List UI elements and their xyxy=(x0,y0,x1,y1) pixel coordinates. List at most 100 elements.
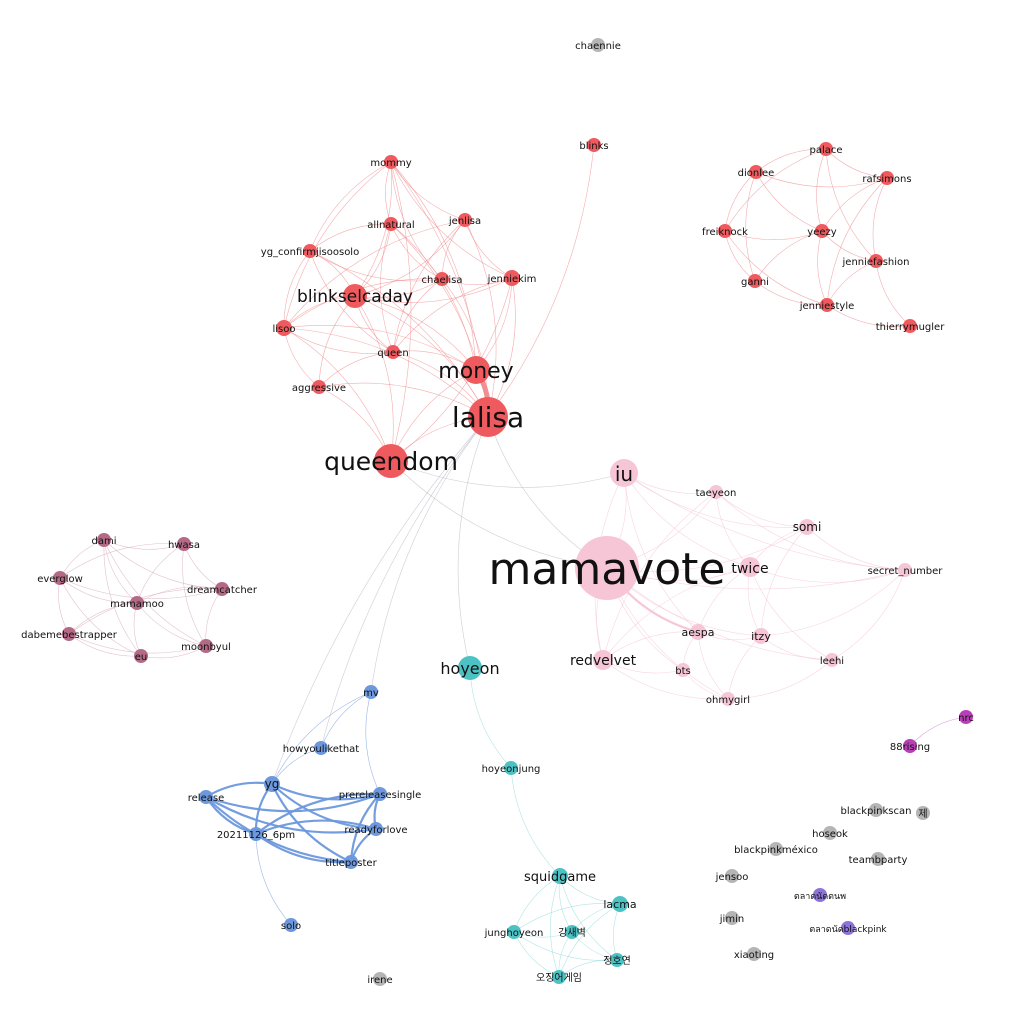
edge-money-allnatural xyxy=(390,223,477,371)
node-je[interactable] xyxy=(916,806,930,820)
node-ganni[interactable] xyxy=(748,274,762,288)
node-aggressive[interactable] xyxy=(312,380,326,394)
node-titleposter[interactable] xyxy=(344,855,358,869)
node-howyoulikethat[interactable] xyxy=(314,741,328,755)
node-redvelvet[interactable] xyxy=(593,650,613,670)
edge-iu-twice xyxy=(623,472,751,568)
node-hoseok[interactable] xyxy=(823,826,837,840)
node-mamavote[interactable] xyxy=(575,536,639,600)
node-label-prereleasesingle: prereleasesingle xyxy=(339,790,421,801)
node-hwasa[interactable] xyxy=(177,537,191,551)
node-twice[interactable] xyxy=(740,557,760,577)
node-freiknock[interactable] xyxy=(718,224,732,238)
edge-hwasa-mamamoo xyxy=(136,543,185,604)
node-junghoyeon[interactable] xyxy=(507,925,521,939)
node-xiaoting[interactable] xyxy=(747,947,761,961)
node-prereleasesingle[interactable] xyxy=(373,787,387,801)
node-aespa[interactable] xyxy=(690,624,706,640)
edge-money-lisoo xyxy=(283,325,477,371)
node-queen[interactable] xyxy=(386,345,400,359)
node-thai-blackpink[interactable] xyxy=(841,921,855,935)
node-yeezy[interactable] xyxy=(815,224,829,238)
node-88rising[interactable] xyxy=(903,739,917,753)
node-label-yeezy: yeezy xyxy=(807,227,836,238)
edge-jenniestyle-thierrymugler xyxy=(826,304,911,327)
node-jenlisa[interactable] xyxy=(458,213,472,227)
node-yg[interactable] xyxy=(264,776,280,792)
node-jeonghoyeon-kr[interactable] xyxy=(610,953,624,967)
node-label-teambparty: teambparty xyxy=(849,855,908,866)
node-leehi[interactable] xyxy=(825,653,839,667)
edge-yeezy-ganni xyxy=(754,230,823,282)
node-jenniestyle[interactable] xyxy=(820,298,834,312)
node-ojingeogeim[interactable] xyxy=(552,970,566,984)
node-20211126-6pm[interactable] xyxy=(249,827,263,841)
node-money[interactable] xyxy=(462,356,490,384)
node-yg-confirmjisoosolo[interactable] xyxy=(303,244,317,258)
node-itzy[interactable] xyxy=(753,628,769,644)
node-chaennie[interactable] xyxy=(591,38,605,52)
node-gangsaebyeok[interactable] xyxy=(565,925,579,939)
node-blackpinkmexico[interactable] xyxy=(769,842,783,856)
node-eu[interactable] xyxy=(134,649,148,663)
edge-iu-somi xyxy=(623,472,808,528)
edge-junghoyeon-jeonghoyeon-kr xyxy=(513,931,618,961)
node-hoyeonjung[interactable] xyxy=(504,761,518,775)
node-label-chaennie: chaennie xyxy=(575,41,621,52)
node-irene[interactable] xyxy=(373,972,387,986)
node-label-nrc: nrc xyxy=(958,713,974,724)
node-label-palace: palace xyxy=(809,145,842,156)
edge-twice-leehi xyxy=(749,566,833,661)
node-rafsimons[interactable] xyxy=(880,171,894,185)
node-chaelisa[interactable] xyxy=(435,272,449,286)
node-squidgame[interactable] xyxy=(552,868,568,884)
node-mv[interactable] xyxy=(364,685,378,699)
node-thai-tonp[interactable] xyxy=(813,888,827,902)
node-dreamcatcher[interactable] xyxy=(215,582,229,596)
edge-lalisa-yg-confirmjisoosolo xyxy=(309,250,489,418)
node-readyforlove[interactable] xyxy=(369,822,383,836)
node-iu[interactable] xyxy=(610,459,638,487)
node-jenniefashion[interactable] xyxy=(869,254,883,268)
node-mommy[interactable] xyxy=(384,155,398,169)
node-ohmygirl[interactable] xyxy=(721,692,735,706)
node-lacma[interactable] xyxy=(612,896,628,912)
node-everglow[interactable] xyxy=(53,571,67,585)
node-lalisa[interactable] xyxy=(468,397,508,437)
node-somi[interactable] xyxy=(799,519,815,535)
node-label-irene: irene xyxy=(367,975,392,986)
node-teambparty[interactable] xyxy=(871,852,885,866)
node-allnatural[interactable] xyxy=(384,217,398,231)
node-lisoo[interactable] xyxy=(276,320,292,336)
node-mamamoo[interactable] xyxy=(130,596,144,610)
node-dionlee[interactable] xyxy=(749,165,763,179)
node-blinks[interactable] xyxy=(587,138,601,152)
node-queendom[interactable] xyxy=(374,444,408,478)
edge-mommy-jenlisa xyxy=(390,161,466,221)
node-thierrymugler[interactable] xyxy=(903,319,917,333)
node-label-yg-confirmjisoosolo: yg_confirmjisoosolo xyxy=(261,247,359,258)
node-secret-number[interactable] xyxy=(898,563,912,577)
node-dami[interactable] xyxy=(97,533,111,547)
edge-squidgame-ojingeogeim xyxy=(550,875,561,978)
edge-freiknock-jenniestyle xyxy=(724,230,828,306)
edge-dreamcatcher-mamamoo xyxy=(136,586,223,604)
node-jimin[interactable] xyxy=(725,911,739,925)
node-label-squidgame: squidgame xyxy=(524,870,596,885)
node-taeyeon[interactable] xyxy=(709,485,723,499)
node-release[interactable] xyxy=(199,790,213,804)
node-jenniekim[interactable] xyxy=(504,270,520,286)
node-moonbyul[interactable] xyxy=(199,639,213,653)
node-hoyeon[interactable] xyxy=(458,656,482,680)
node-label-hoseok: hoseok xyxy=(812,829,848,840)
edge-dionlee-ganni xyxy=(745,171,757,282)
node-dabemebestrapper[interactable] xyxy=(62,627,76,641)
node-bts[interactable] xyxy=(676,663,690,677)
node-solo[interactable] xyxy=(284,918,298,932)
node-palace[interactable] xyxy=(819,142,833,156)
node-blinkselcaday[interactable] xyxy=(343,284,367,308)
node-nrc[interactable] xyxy=(959,710,973,724)
node-jensoo[interactable] xyxy=(725,869,739,883)
node-blackpinkscan[interactable] xyxy=(869,803,883,817)
edge-jenniefashion-thierrymugler xyxy=(875,260,911,327)
